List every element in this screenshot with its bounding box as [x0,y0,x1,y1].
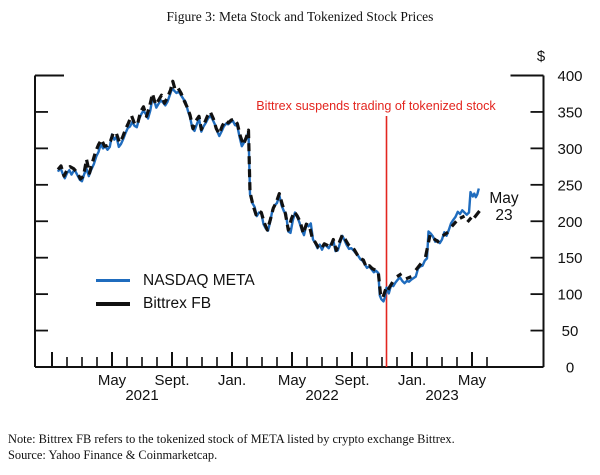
x-tick-label: Sept. [154,372,189,389]
bittrex-fb-line-post [414,262,423,272]
bittrex-fb-line-swatch [96,301,130,306]
x-tick-label: Sept. [334,372,369,389]
bittrex-fb-line-post [423,234,432,258]
x-year-label: 2023 [425,387,458,404]
y-tick-label: 400 [557,68,582,85]
legend-label: NASDAQ META [143,271,255,289]
y-tick-label: 200 [557,214,582,231]
bittrex-fb-line-post [432,237,440,244]
bittrex-fb-line-post [386,280,395,291]
x-year-label: 2022 [305,387,338,404]
currency-axis-label: $ [536,48,546,65]
figure-note: Note: Bittrex FB refers to the tokenized… [8,432,455,446]
bittrex-fb-line-post [396,272,403,278]
event-annotation: Bittrex suspends trading of tokenized st… [256,99,496,113]
y-tick-label: 0 [566,360,574,377]
y-tick-label: 50 [562,323,579,340]
legend-item-bittrex-fb: Bittrex FB [96,292,255,315]
x-tick-label: Jan. [398,372,426,389]
x-year-label: 2021 [125,387,158,404]
chart-legend: NASDAQ META Bittrex FB [96,269,255,315]
end-date-line1: May [489,190,519,207]
bittrex-fb-line-post [466,216,473,224]
y-tick-label: 150 [557,250,582,267]
y-tick-label: 300 [557,141,582,158]
bittrex-fb-line-post [473,210,481,219]
y-tick-label: 100 [557,287,582,304]
x-tick-label: May [98,372,127,389]
bittrex-fb-line-post [405,275,412,281]
bittrex-fb-line-post [459,214,466,220]
legend-label: Bittrex FB [143,294,212,312]
y-tick-label: 250 [557,177,582,194]
end-date-line2: 23 [495,207,513,224]
figure-title: Figure 3: Meta Stock and Tokenized Stock… [166,9,434,24]
nasdaq-meta-line-swatch [96,279,130,282]
end-date-annotation: May 23 [484,190,524,224]
bittrex-fb-line [56,79,389,300]
figure-source: Source: Yahoo Finance & Coinmarketcap. [8,448,218,462]
x-tick-label: Jan. [218,372,246,389]
x-tick-label: May [458,372,487,389]
legend-item-nasdaq-meta: NASDAQ META [96,269,255,292]
x-tick-label: May [278,372,307,389]
y-tick-label: 350 [557,104,582,121]
bittrex-fb-line-post [441,230,449,238]
bittrex-fb-line-post [450,220,458,228]
